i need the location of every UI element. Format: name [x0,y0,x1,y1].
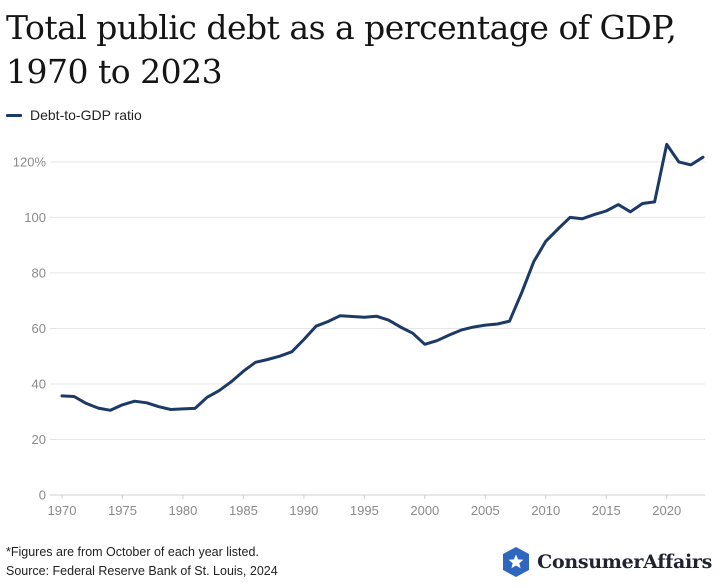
x-tick-label: 1990 [289,503,318,518]
footnotes: *Figures are from October of each year l… [6,543,278,581]
x-tick-label: 2000 [410,503,439,518]
source-note: Source: Federal Reserve Bank of St. Loui… [6,564,278,578]
y-tick-label: 40 [32,376,46,391]
brand-logo: ConsumerAffairs [501,546,712,578]
x-tick-label: 1995 [350,503,379,518]
figures-note: *Figures are from October of each year l… [6,545,259,559]
star-shield-icon [503,547,530,577]
legend-line-swatch [6,113,22,117]
line-chart: 0 20 40 60 80 100 120% 1970 1975 1980 1985 1990 1995… [13,142,705,518]
y-tick-label: 60 [32,321,46,336]
series-line-debt-to-gdp [60,142,705,412]
y-tick-label: 100 [24,210,46,225]
chart-title: Total public debt as a percentage of GDP… [6,8,677,91]
x-tick-label: 1980 [168,503,197,518]
x-tick-label: 1970 [48,503,77,518]
y-tick-label: 0 [39,488,46,503]
x-tick-label: 2020 [652,503,681,518]
x-tick-label: 2005 [471,503,500,518]
logo-wordmark: ConsumerAffairs [537,551,712,573]
x-tick-label: 1975 [108,503,137,518]
x-tick-label: 2015 [592,503,621,518]
x-tick-label: 2010 [531,503,560,518]
legend: Debt-to-GDP ratio [6,107,142,123]
x-tick-label: 1985 [229,503,258,518]
y-tick-label: 20 [32,432,46,447]
legend-label: Debt-to-GDP ratio [30,107,142,123]
y-tick-label: 120% [13,154,47,169]
y-tick-label: 80 [32,265,46,280]
